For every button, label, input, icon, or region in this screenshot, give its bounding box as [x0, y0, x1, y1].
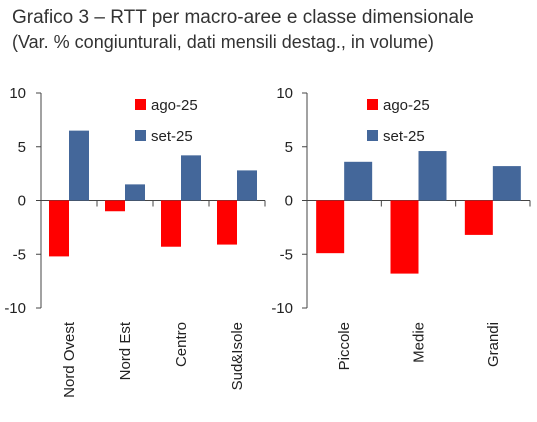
- panel1-bar-ago-25-centro: [161, 200, 181, 247]
- panel2-category-label: Piccole: [336, 322, 353, 370]
- panel1-bar-ago-25-sudisole: [217, 200, 237, 245]
- panel1-bar-ago-25-nordovest: [49, 200, 69, 257]
- panel1-legend-label: set-25: [151, 128, 193, 145]
- panel1-y-tick-label: -10: [4, 300, 26, 317]
- panel1-category-label: Nord Est: [117, 321, 134, 380]
- panel1-y-tick-label: -5: [13, 246, 26, 263]
- panel2-bar-set-25-piccole: [344, 161, 373, 201]
- panel1-y-tick-label: 0: [18, 193, 26, 210]
- panel1-legend-swatch: [135, 130, 146, 141]
- panel2-bar-ago-25-piccole: [316, 200, 345, 254]
- panel1-bar-set-25-nordovest: [69, 130, 89, 201]
- panel2-legend-label: set-25: [383, 128, 425, 145]
- panel1-y-tick-label: 10: [9, 85, 26, 102]
- chart-title: Grafico 3 – RTT per macro-aree e classe …: [12, 7, 474, 28]
- panel2-bar-ago-25-medie: [390, 200, 419, 274]
- panel2-bar-set-25-medie: [418, 151, 447, 201]
- panel1-bar-set-25-sudisole: [237, 170, 257, 201]
- panel2-legend-swatch: [367, 130, 378, 141]
- panel1-bar-ago-25-nordest: [105, 200, 125, 212]
- panel2-category-label: Grandi: [485, 322, 502, 367]
- panel1-category-label: Centro: [173, 322, 190, 367]
- panel2-legend-swatch: [367, 99, 378, 110]
- panel1-category-label: Nord Ovest: [61, 321, 78, 398]
- panel1-bar-set-25-nordest: [125, 184, 145, 201]
- panel2-y-tick-label: -5: [280, 246, 293, 263]
- panel1-y-tick-label: 5: [18, 139, 26, 156]
- title-block: Grafico 3 – RTT per macro-aree e classe …: [12, 6, 532, 54]
- panel1-bar-set-25-centro: [181, 155, 201, 201]
- panel2-y-tick-label: 10: [276, 85, 293, 102]
- chart-subtitle: (Var. % congiunturali, dati mensili dest…: [12, 32, 434, 52]
- panel1-category-label: Sud&Isole: [229, 322, 246, 390]
- panel2-legend-label: ago-25: [383, 97, 430, 114]
- panel2-y-tick-label: 5: [285, 139, 293, 156]
- panel2-y-tick-label: 0: [285, 193, 293, 210]
- panel2-category-label: Medie: [411, 322, 428, 363]
- panel2-y-tick-label: -10: [271, 300, 293, 317]
- panel2-bar-ago-25-grandi: [464, 200, 493, 235]
- panel1-legend-swatch: [135, 99, 146, 110]
- panel1-legend-label: ago-25: [151, 97, 198, 114]
- panel2-bar-set-25-grandi: [492, 166, 521, 201]
